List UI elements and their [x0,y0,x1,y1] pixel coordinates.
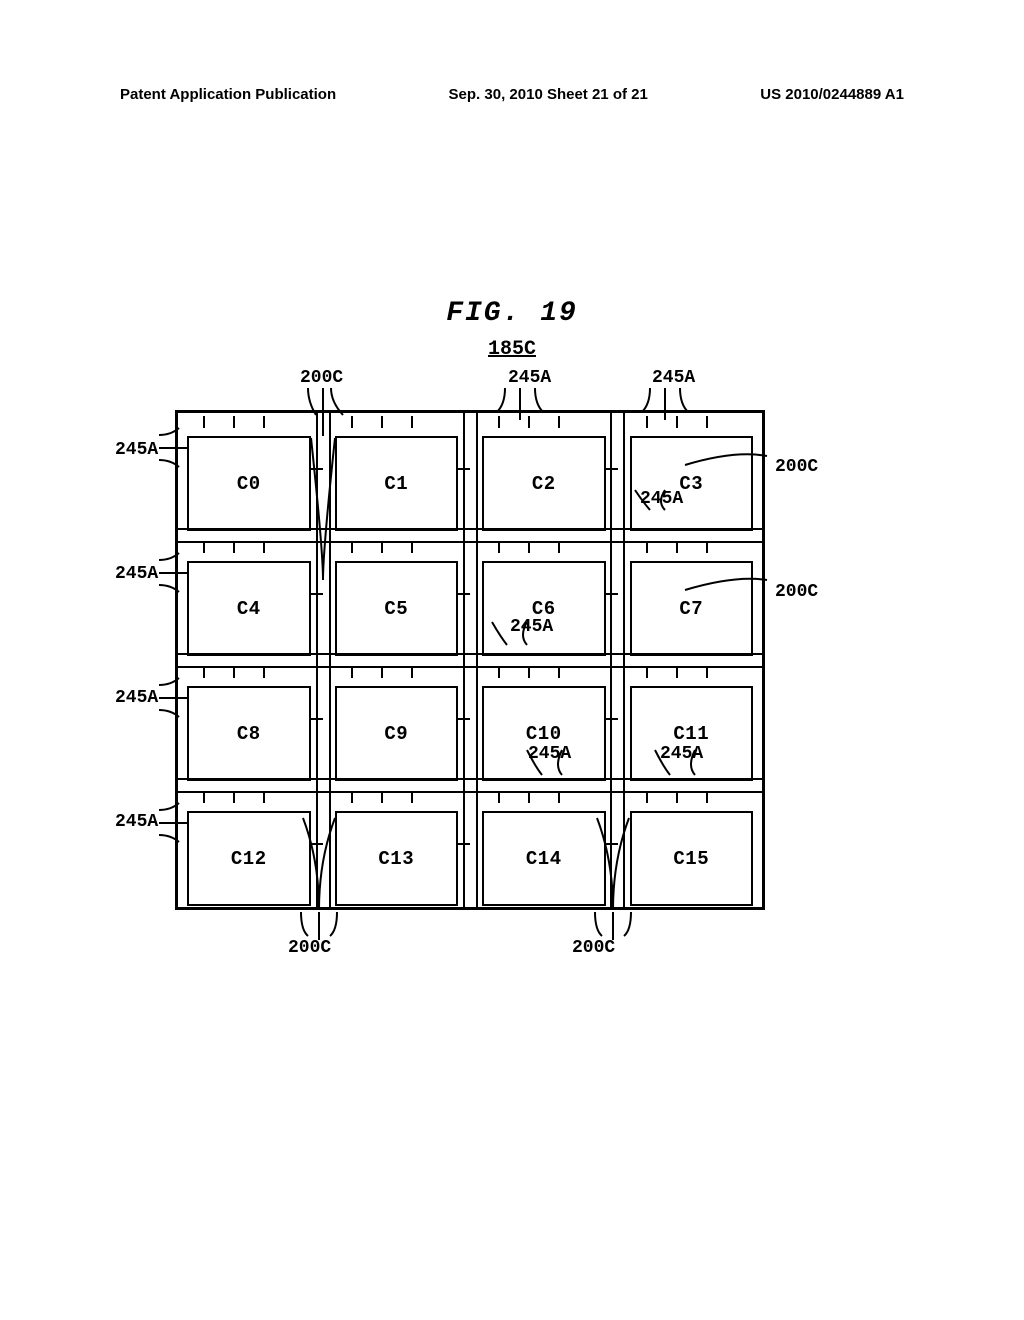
cell: C0 [175,410,323,535]
cell: C2 [470,410,618,535]
callout-label: 245A [640,489,683,509]
callout-label: 200C [775,457,818,477]
cell-label: C4 [237,598,261,620]
cell-label: C12 [231,848,267,870]
callout-label: 200C [300,368,343,388]
cell-label: C13 [378,848,414,870]
cell: C8 [175,660,323,785]
cell: C7 [618,535,766,660]
header-left: Patent Application Publication [120,86,336,103]
cell: C4 [175,535,323,660]
callout-label: 245A [510,617,553,637]
cell-label: C11 [673,723,709,745]
cell: C3 [618,410,766,535]
cell-label: C2 [532,473,556,495]
callout-label: 245A [115,688,158,708]
callout-label: 245A [115,812,158,832]
cell: C12 [175,785,323,910]
callout-label: 245A [115,440,158,460]
cell-label: C1 [384,473,408,495]
diagram: C0 C1 C2 [175,410,765,910]
cell: C11 [618,660,766,785]
cell: C9 [323,660,471,785]
figure-ref: 185C [488,338,536,361]
callout-label: 245A [660,744,703,764]
cell: C15 [618,785,766,910]
callout-label: 245A [115,564,158,584]
cell: C13 [323,785,471,910]
figure-title: FIG. 19 [446,298,578,329]
cell-label: C15 [673,848,709,870]
cell-label: C14 [526,848,562,870]
cell-label: C0 [237,473,261,495]
cell: C1 [323,410,471,535]
callout-label: 200C [288,938,331,958]
callout-label: 200C [572,938,615,958]
cell-grid: C0 C1 C2 [175,410,765,910]
callout-label: 245A [528,744,571,764]
cell-label: C9 [384,723,408,745]
callout-label: 245A [652,368,695,388]
cell: C10 [470,660,618,785]
header-right: US 2010/0244889 A1 [760,86,904,103]
cell-label: C5 [384,598,408,620]
cell: C14 [470,785,618,910]
callout-label: 245A [508,368,551,388]
cell: C5 [323,535,471,660]
cell-label: C8 [237,723,261,745]
cell: C6 [470,535,618,660]
callout-label: 200C [775,582,818,602]
cell-label: C10 [526,723,562,745]
cell-label: C7 [679,598,703,620]
header-center: Sep. 30, 2010 Sheet 21 of 21 [449,86,648,103]
